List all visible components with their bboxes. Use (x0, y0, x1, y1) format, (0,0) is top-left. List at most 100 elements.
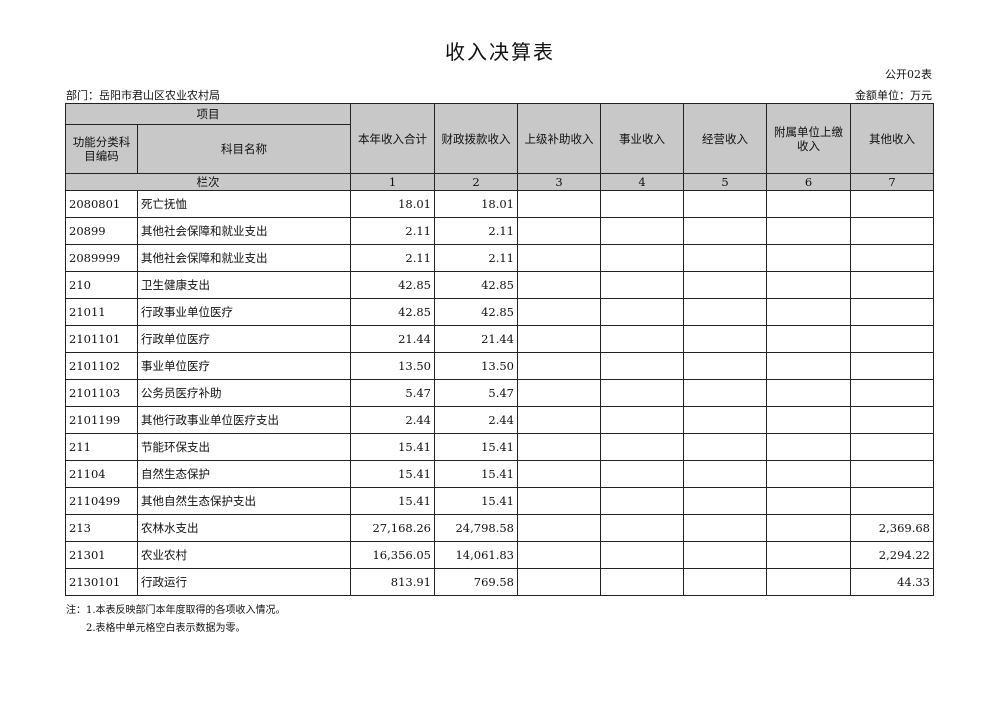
col-header: 附属单位上缴收入 (766, 103, 851, 174)
cell-operating (683, 190, 767, 218)
col-header: 经营收入 (683, 103, 767, 174)
cell-other (850, 406, 934, 434)
cell-operating (683, 433, 767, 461)
cell-total: 2.11 (350, 244, 435, 272)
note: 注：1.本表反映部门本年度取得的各项收入情况。 (66, 605, 286, 616)
cell-total: 2.44 (350, 406, 435, 434)
row-name: 行政运行 (137, 568, 351, 596)
cell-fiscal: 15.41 (434, 487, 518, 515)
cell-superior (517, 217, 601, 245)
cell-business (600, 487, 684, 515)
cell-business (600, 325, 684, 353)
cell-superior (517, 379, 601, 407)
cell-fiscal: 18.01 (434, 190, 518, 218)
cell-business (600, 379, 684, 407)
cell-business (600, 406, 684, 434)
col-number: 3 (517, 173, 601, 191)
cell-business (600, 460, 684, 488)
cell-operating (683, 406, 767, 434)
table-row: 213 农林水支出 27,168.26 24,798.58 2,369.68 (65, 514, 934, 542)
department: 部门：岳阳市君山区农业农村局 (66, 89, 220, 102)
table-row: 21011 行政事业单位医疗 42.85 42.85 (65, 298, 934, 326)
row-name: 公务员医疗补助 (137, 379, 351, 407)
row-code: 210 (65, 271, 138, 299)
col-header: 其他收入 (850, 103, 934, 174)
cell-fiscal: 42.85 (434, 298, 518, 326)
table-row: 2080801 死亡抚恤 18.01 18.01 (65, 190, 934, 218)
table-row: 2101103 公务员医疗补助 5.47 5.47 (65, 379, 934, 407)
cell-business (600, 352, 684, 380)
row-name: 行政事业单位医疗 (137, 298, 351, 326)
cell-superior (517, 568, 601, 596)
cell-total: 2.11 (350, 217, 435, 245)
cell-affiliated (766, 244, 851, 272)
cell-other (850, 217, 934, 245)
cell-operating (683, 379, 767, 407)
table-row: 2110499 其他自然生态保护支出 15.41 15.41 (65, 487, 934, 515)
cell-affiliated (766, 379, 851, 407)
table-row: 210 卫生健康支出 42.85 42.85 (65, 271, 934, 299)
cell-affiliated (766, 352, 851, 380)
cell-total: 15.41 (350, 460, 435, 488)
cell-superior (517, 298, 601, 326)
table-row: 2101199 其他行政事业单位医疗支出 2.44 2.44 (65, 406, 934, 434)
cell-business (600, 541, 684, 569)
row-code: 20899 (65, 217, 138, 245)
cell-operating (683, 487, 767, 515)
row-name: 事业单位医疗 (137, 352, 351, 380)
cell-affiliated (766, 541, 851, 569)
row-code: 2089999 (65, 244, 138, 272)
row-code: 21011 (65, 298, 138, 326)
cell-affiliated (766, 325, 851, 353)
cell-operating (683, 460, 767, 488)
cell-other (850, 379, 934, 407)
table-row: 21301 农业农村 16,356.05 14,061.83 2,294.22 (65, 541, 934, 569)
cell-superior (517, 325, 601, 353)
cell-operating (683, 541, 767, 569)
form-code: 公开02表 (885, 68, 932, 81)
row-name: 行政单位医疗 (137, 325, 351, 353)
cell-other (850, 325, 934, 353)
cell-business (600, 244, 684, 272)
cell-fiscal: 15.41 (434, 433, 518, 461)
cell-affiliated (766, 217, 851, 245)
cell-business (600, 298, 684, 326)
row-name: 节能环保支出 (137, 433, 351, 461)
cell-other (850, 433, 934, 461)
cell-business (600, 514, 684, 542)
table-row: 2101102 事业单位医疗 13.50 13.50 (65, 352, 934, 380)
cell-total: 42.85 (350, 271, 435, 299)
col-header: 财政拨款收入 (434, 103, 518, 174)
row-index-label: 栏次 (65, 173, 351, 191)
cell-other (850, 352, 934, 380)
cell-other: 2,369.68 (850, 514, 934, 542)
cell-total: 813.91 (350, 568, 435, 596)
cell-other (850, 190, 934, 218)
cell-affiliated (766, 298, 851, 326)
cell-operating (683, 325, 767, 353)
cell-superior (517, 433, 601, 461)
cell-total: 16,356.05 (350, 541, 435, 569)
note: 2.表格中单元格空白表示数据为零。 (86, 623, 246, 634)
cell-superior (517, 244, 601, 272)
cell-affiliated (766, 568, 851, 596)
cell-superior (517, 190, 601, 218)
row-name: 死亡抚恤 (137, 190, 351, 218)
row-name: 自然生态保护 (137, 460, 351, 488)
row-code: 2101102 (65, 352, 138, 380)
cell-fiscal: 769.58 (434, 568, 518, 596)
item-header: 项目 (65, 103, 351, 125)
cell-fiscal: 13.50 (434, 352, 518, 380)
cell-affiliated (766, 433, 851, 461)
table-row: 2130101 行政运行 813.91 769.58 44.33 (65, 568, 934, 596)
code-header: 功能分类科目编码 (65, 124, 138, 174)
row-code: 21104 (65, 460, 138, 488)
row-code: 2110499 (65, 487, 138, 515)
row-name: 其他社会保障和就业支出 (137, 244, 351, 272)
cell-fiscal: 2.44 (434, 406, 518, 434)
cell-other (850, 244, 934, 272)
cell-operating (683, 568, 767, 596)
cell-total: 5.47 (350, 379, 435, 407)
cell-superior (517, 541, 601, 569)
cell-other (850, 460, 934, 488)
